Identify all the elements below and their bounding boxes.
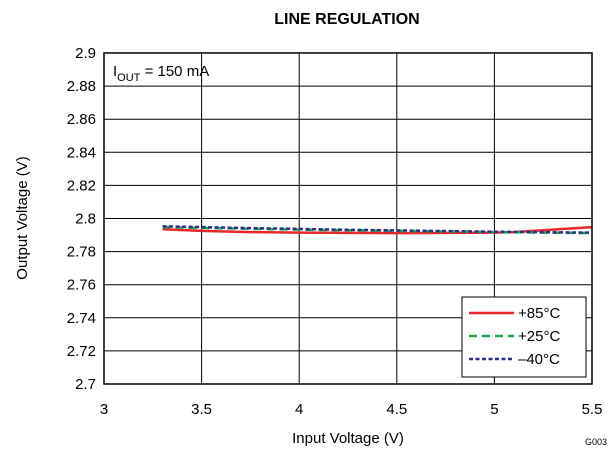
x-tick-labels: 3 3.5 4 4.5 5 5.5 (100, 401, 603, 418)
annotation-sub: OUT (117, 72, 141, 84)
x-tick-label: 3.5 (191, 401, 212, 418)
plot-frame (103, 52, 593, 385)
y-axis-label: Output Voltage (V) (14, 156, 31, 279)
series-group (162, 225, 593, 235)
annotation-main: I (113, 63, 117, 80)
series-line (162, 225, 593, 234)
series-line (162, 225, 593, 235)
legend-label: –40°C (518, 351, 560, 368)
legend: +85°C +25°C –40°C (461, 296, 587, 378)
y-tick-label: 2.84 (67, 144, 96, 161)
y-tick-labels: 2.7 2.72 2.74 2.76 2.78 2.8 2.82 2.84 2.86 2.88 2.… (67, 45, 96, 393)
figure-id: G003 (585, 437, 607, 447)
y-tick-label: 2.88 (67, 78, 96, 95)
annotation-rest: = 150 mA (140, 63, 209, 80)
y-tick-label: 2.9 (75, 45, 96, 62)
x-tick-label: 5 (490, 401, 498, 418)
x-tick-label: 5.5 (582, 401, 603, 418)
y-tick-label: 2.82 (67, 177, 96, 194)
legend-label: +85°C (518, 305, 560, 322)
legend-label: +25°C (518, 328, 560, 345)
y-tick-label: 2.7 (75, 376, 96, 393)
y-tick-label: 2.74 (67, 310, 96, 327)
x-tick-label: 4 (295, 401, 303, 418)
annotation-iout: IOUT = 150 mA (113, 63, 209, 84)
x-axis-label: Input Voltage (V) (292, 430, 404, 447)
x-tick-label: 3 (100, 401, 108, 418)
y-tick-label: 2.86 (67, 111, 96, 128)
y-tick-label: 2.8 (75, 211, 96, 228)
y-tick-label: 2.76 (67, 277, 96, 294)
chart-title: LINE REGULATION (274, 11, 419, 28)
x-tick-label: 4.5 (386, 401, 407, 418)
y-tick-label: 2.72 (67, 343, 96, 360)
y-tick-label: 2.78 (67, 244, 96, 261)
